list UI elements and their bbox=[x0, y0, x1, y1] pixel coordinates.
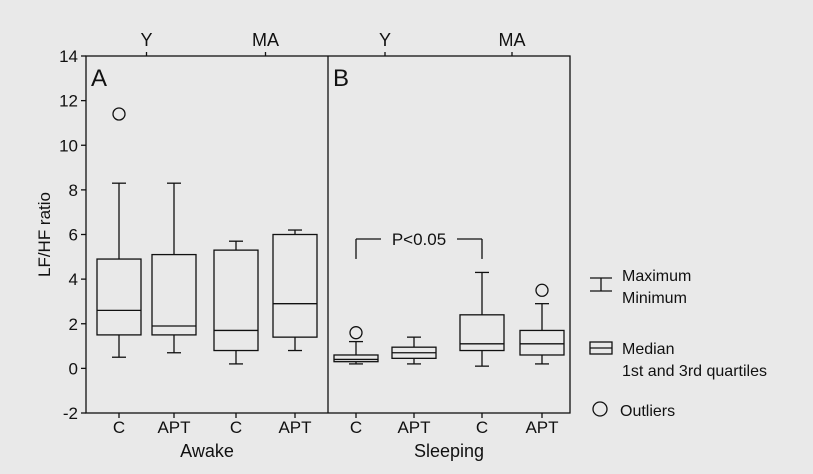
quartile-box bbox=[519, 329, 565, 356]
x-tick-label: C bbox=[113, 418, 125, 437]
significance-label: P<0.05 bbox=[392, 230, 446, 249]
y-tick-label: 10 bbox=[59, 136, 78, 155]
box-c-ma bbox=[459, 271, 505, 367]
condition-label: Awake bbox=[180, 441, 234, 461]
box-apt-ma bbox=[272, 229, 318, 352]
y-tick-label: 6 bbox=[69, 226, 78, 245]
y-tick-label: 4 bbox=[69, 270, 78, 289]
box-c-y bbox=[96, 107, 142, 358]
outlier-point bbox=[349, 326, 363, 340]
y-tick-label: 0 bbox=[69, 359, 78, 378]
x-tick-label: C bbox=[476, 418, 488, 437]
y-axis-label: LF/HF ratio bbox=[35, 192, 54, 277]
box-apt-y bbox=[151, 182, 197, 354]
y-tick-label: 14 bbox=[59, 47, 78, 66]
plot-area: -2 0 2 4 6 8 10 12 14 LF/HF ratio A Y MA Awake C APT C AP… bbox=[35, 30, 571, 461]
outlier-point bbox=[535, 283, 549, 297]
y-tick-label: 2 bbox=[69, 315, 78, 334]
panel-letter: A bbox=[91, 65, 107, 92]
condition-label: Sleeping bbox=[414, 441, 484, 461]
quartile-box bbox=[333, 354, 379, 363]
legend-item-circle: Outliers bbox=[592, 401, 675, 420]
y-tick-label: 8 bbox=[69, 181, 78, 200]
x-tick-label: APT bbox=[525, 418, 558, 437]
quartile-box bbox=[459, 314, 505, 352]
x-tick-label: APT bbox=[278, 418, 311, 437]
box-apt-ma bbox=[519, 283, 565, 365]
legend-text: Outliers bbox=[620, 403, 675, 420]
legend-text: Median bbox=[622, 341, 674, 358]
y-tick-label: -2 bbox=[63, 404, 78, 423]
legend-text: 1st and 3rd quartiles bbox=[622, 363, 767, 380]
outlier-point bbox=[112, 107, 126, 121]
quartile-box bbox=[213, 249, 259, 352]
y-tick-label: 12 bbox=[59, 92, 78, 111]
legend-circle-symbol bbox=[592, 401, 608, 417]
legend-text: Maximum bbox=[622, 268, 691, 285]
quartile-box bbox=[151, 253, 197, 336]
top-group-label: Y bbox=[379, 30, 391, 50]
significance-bracket: P<0.05 bbox=[355, 230, 483, 259]
box-c-y bbox=[333, 326, 379, 365]
quartile-box bbox=[272, 233, 318, 338]
x-tick-label: C bbox=[230, 418, 242, 437]
top-group-label: MA bbox=[499, 30, 526, 50]
box-c-ma bbox=[213, 240, 259, 365]
top-group-label: Y bbox=[140, 30, 152, 50]
legend-item-box: Median 1st and 3rd quartiles bbox=[589, 341, 767, 380]
top-group-label: MA bbox=[252, 30, 279, 50]
x-tick-label: APT bbox=[397, 418, 430, 437]
x-tick-label: C bbox=[350, 418, 362, 437]
legend: Maximum Minimum Median 1st and 3rd quartile… bbox=[589, 268, 767, 420]
legend-item-whisker: Maximum Minimum bbox=[590, 268, 691, 307]
panel-letter: B bbox=[333, 65, 349, 92]
box-apt-y bbox=[391, 336, 437, 365]
x-tick-label: APT bbox=[157, 418, 190, 437]
quartile-box bbox=[96, 258, 142, 336]
legend-text: Minimum bbox=[622, 290, 687, 307]
